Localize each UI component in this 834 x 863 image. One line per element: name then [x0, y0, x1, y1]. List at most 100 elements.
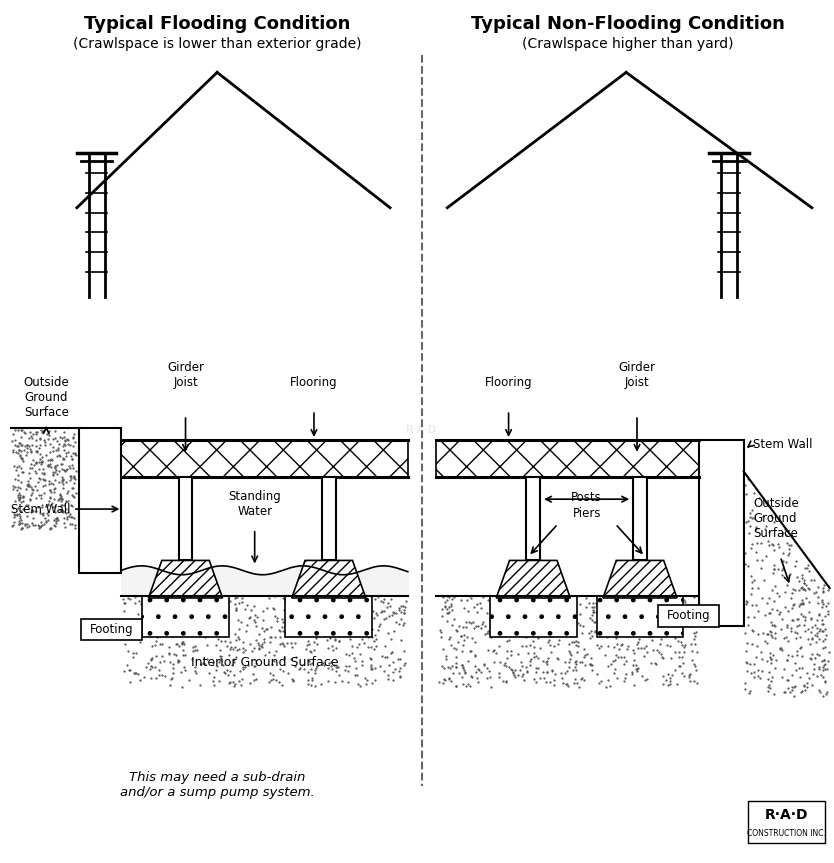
Point [540, 623, 554, 637]
Point [546, 610, 560, 624]
Point [632, 632, 646, 646]
Point [583, 631, 596, 645]
Point [268, 631, 281, 645]
Text: Posts: Posts [571, 491, 602, 504]
Point [364, 640, 378, 654]
Point [532, 610, 545, 624]
Point [203, 592, 216, 606]
Point [653, 637, 666, 651]
Point [269, 673, 282, 687]
Point [307, 609, 320, 623]
Point [766, 671, 779, 684]
Point [23, 492, 37, 506]
Point [34, 488, 48, 501]
Point [179, 628, 193, 642]
Point [663, 674, 676, 688]
Point [36, 455, 49, 469]
Point [499, 608, 512, 621]
Point [627, 595, 641, 609]
Point [473, 596, 486, 610]
Point [445, 602, 459, 616]
Point [601, 659, 615, 673]
Point [29, 432, 43, 446]
Point [672, 650, 686, 664]
Point [263, 676, 276, 690]
Point [68, 445, 82, 459]
Point [563, 629, 576, 643]
Point [214, 643, 227, 657]
Point [50, 467, 63, 481]
Point [193, 620, 207, 634]
Point [765, 510, 778, 524]
Point [123, 592, 137, 606]
Point [207, 656, 220, 670]
Point [592, 677, 605, 690]
Point [14, 475, 28, 488]
Point [761, 684, 775, 698]
Point [751, 627, 764, 641]
Point [198, 658, 212, 671]
Point [8, 438, 21, 452]
Point [332, 634, 345, 648]
Point [774, 605, 787, 619]
Point [189, 613, 203, 627]
Point [228, 591, 241, 605]
Point [193, 678, 206, 692]
Point [9, 445, 23, 459]
Point [687, 633, 701, 646]
Point [129, 646, 143, 660]
Point [364, 598, 377, 612]
Point [63, 517, 77, 531]
Point [39, 448, 53, 462]
Point [131, 616, 144, 630]
Point [237, 662, 250, 676]
Point [234, 678, 248, 692]
Point [191, 606, 204, 620]
Point [190, 593, 203, 607]
Point [683, 614, 696, 627]
Point [562, 590, 575, 604]
Point [31, 483, 44, 497]
Point [227, 675, 240, 689]
Point [37, 479, 50, 493]
Point [746, 637, 759, 651]
Point [365, 662, 379, 676]
Point [144, 652, 158, 665]
Point [503, 616, 516, 630]
Point [41, 457, 54, 471]
Point [39, 514, 53, 528]
Point [607, 639, 620, 653]
Point [659, 621, 672, 635]
Point [761, 596, 774, 610]
Point [25, 516, 38, 530]
Point [397, 603, 410, 617]
Point [798, 618, 811, 632]
Point [476, 590, 490, 604]
Point [797, 576, 811, 589]
Point [36, 463, 49, 476]
Point [455, 644, 469, 658]
Point [33, 456, 46, 469]
Point [386, 655, 399, 669]
Point [11, 424, 24, 438]
Point [23, 471, 37, 485]
Point [480, 626, 493, 639]
Point [292, 611, 305, 625]
Point [223, 642, 236, 656]
Point [585, 608, 598, 622]
Bar [436, 440, 699, 477]
Point [348, 668, 361, 682]
Point [631, 664, 644, 677]
Point [796, 684, 809, 698]
Point [128, 666, 141, 680]
Point [565, 615, 579, 629]
Point [170, 637, 183, 651]
Point [741, 610, 755, 624]
Point [750, 598, 763, 612]
Point [672, 608, 686, 622]
Point [8, 433, 22, 447]
Point [164, 671, 178, 685]
Point [257, 613, 270, 627]
Point [543, 639, 556, 652]
Point [285, 671, 299, 685]
